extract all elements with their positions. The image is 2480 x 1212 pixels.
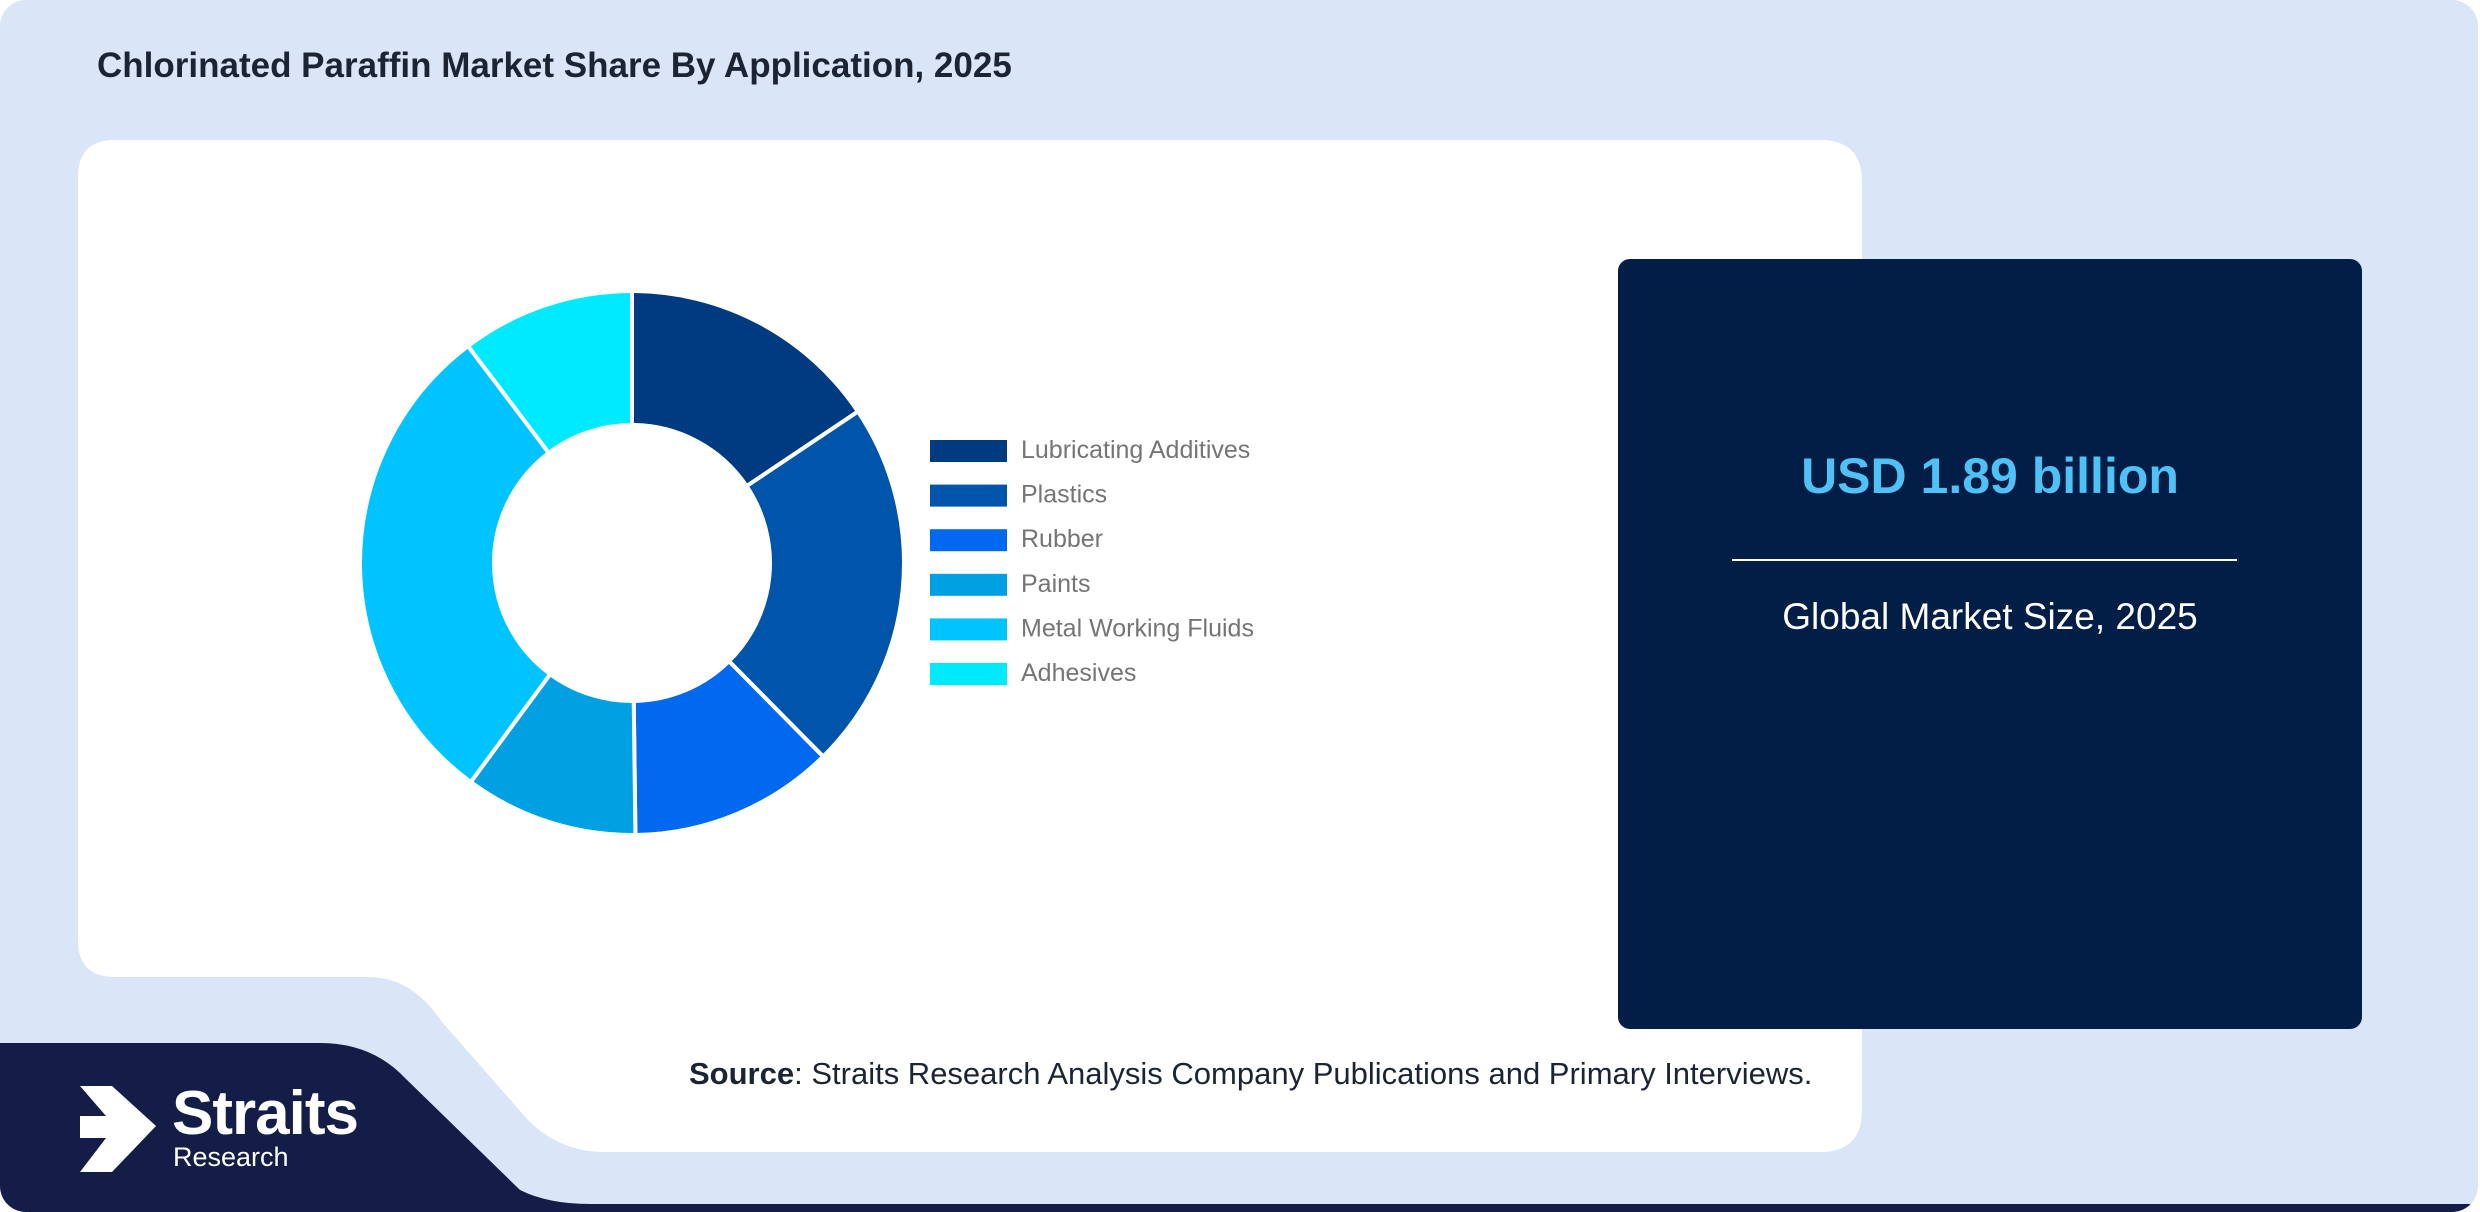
legend-swatch-6 [930,663,1007,685]
legend-swatch-3 [930,529,1007,552]
legend-swatch-1 [930,440,1007,462]
logo-subtitle: Research [173,1142,289,1172]
legend-swatch-2 [930,484,1007,507]
arrow-logo-icon [80,1086,156,1172]
legend-swatch-5 [930,618,1007,641]
donut-slice-5 [358,343,553,785]
legend-label-2: Plastics [1021,481,1107,509]
source-note: Source: Straits Research Analysis Compan… [689,1056,1812,1092]
straits-logo: Straits Research [80,1079,420,1176]
market-size-value: USD 1.89 billion [1801,448,2179,504]
donut-slice-1 [630,288,861,489]
source-label: Source [689,1056,795,1091]
logo-banner [0,1043,590,1212]
page-title: Chlorinated Paraffin Market Share By App… [97,46,1012,85]
market-size-label: Global Market Size, 2025 [1782,596,2198,637]
legend-label-3: Rubber [1021,525,1103,553]
legend-label-4: Paints [1021,570,1090,598]
legend-swatch-4 [930,573,1007,596]
source-text: : Straits Research Analysis Company Publ… [794,1056,1813,1091]
legend-label-6: Adhesives [1021,659,1136,687]
donut-slice-6 [465,288,634,456]
legend-label-1: Lubricating Additives [1021,436,1250,464]
market-size-box: USD 1.89 billion Global Market Size, 202… [1618,259,2362,1029]
donut-slice-3 [631,658,826,838]
logo-name: Straits [172,1079,359,1148]
legend-label-5: Metal Working Fluids [1021,614,1254,642]
info-divider [1732,559,2237,561]
donut-slice-2 [726,408,906,760]
